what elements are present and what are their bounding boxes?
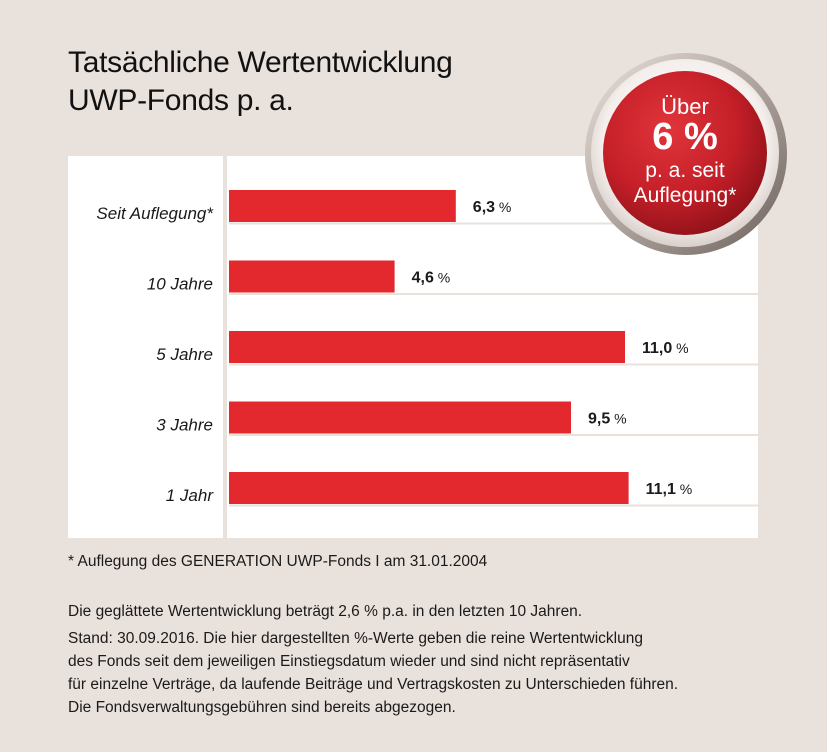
note-line-2: Stand: 30.09.2016. Die hier dargestellte… [68, 630, 643, 647]
category-label-4: 1 Jahr [166, 486, 215, 505]
note-line-1: Die geglättete Wertentwicklung beträgt 2… [68, 603, 583, 620]
footnote: * Auflegung des GENERATION UWP-Fonds I a… [68, 553, 488, 570]
chart-title: Tatsächliche Wertentwicklung UWP-Fonds p… [68, 44, 453, 120]
category-label-2: 5 Jahre [156, 345, 213, 364]
badge-line-4: Auflegung* [634, 184, 737, 207]
category-label-0: Seit Auflegung* [96, 204, 214, 223]
bar-2 [229, 331, 625, 363]
bar-4 [229, 472, 629, 504]
badge-line-2: 6 % [652, 116, 717, 158]
bar-3 [229, 401, 571, 434]
category-label-3: 3 Jahre [156, 416, 213, 435]
badge-line-3: p. a. seit [645, 159, 725, 182]
bar-0 [229, 190, 456, 222]
notes: Die geglättete Wertentwicklung beträgt 2… [68, 600, 678, 719]
value-label-3: 9,5 % [588, 411, 627, 428]
performance-badge: Über 6 % p. a. seit Auflegung* [584, 52, 788, 256]
value-label-1: 4,6 % [412, 270, 451, 287]
note-line-3: des Fonds seit dem jeweiligen Einstiegsd… [68, 653, 630, 670]
chart-title-line-1: Tatsächliche Wertentwicklung [68, 46, 453, 79]
value-label-2: 11,0 % [642, 340, 689, 357]
note-line-4: für einzelne Verträge, da laufende Beitr… [68, 676, 679, 693]
value-label-4: 11,1 % [646, 481, 693, 498]
bar-1 [229, 260, 395, 293]
note-line-5: Die Fondsverwaltungsgebühren sind bereit… [68, 699, 456, 716]
badge-line-1: Über [661, 94, 709, 119]
chart-title-line-2: UWP-Fonds p. a. [68, 84, 294, 117]
value-label-0: 6,3 % [473, 199, 512, 216]
category-label-1: 10 Jahre [147, 275, 213, 294]
category-axis-divider [223, 156, 227, 538]
